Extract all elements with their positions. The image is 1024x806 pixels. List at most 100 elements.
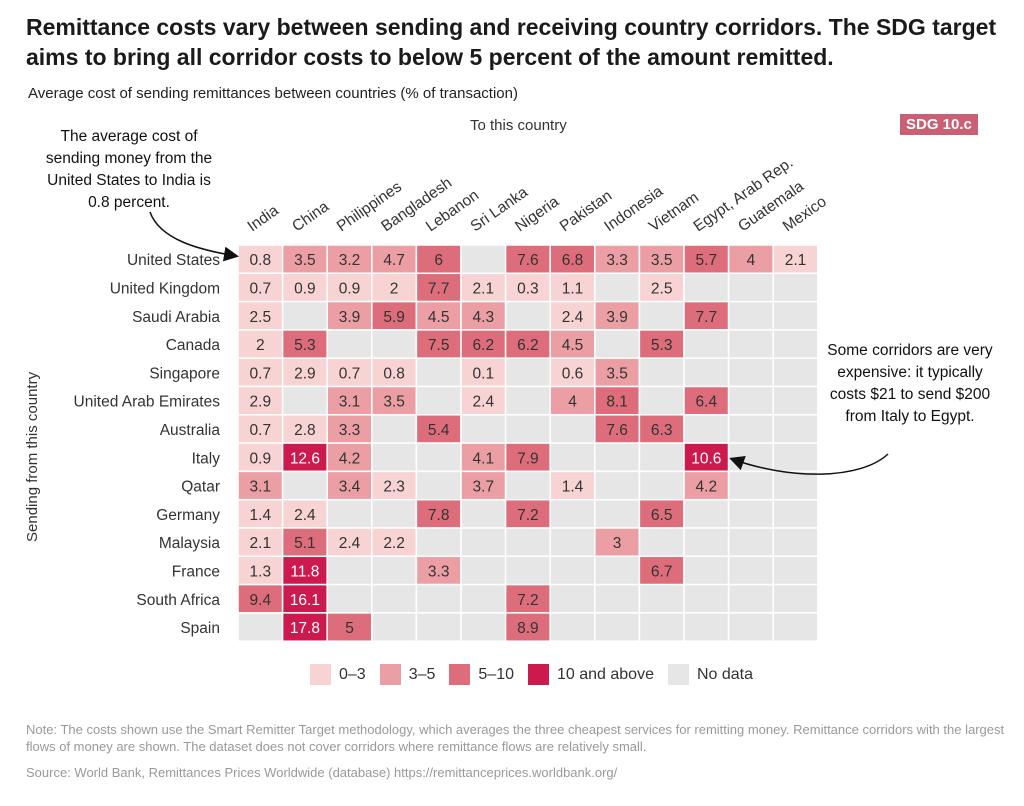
heatmap-cell-12-8 bbox=[594, 583, 641, 614]
heatmap-cell-5-9 bbox=[638, 385, 685, 416]
heatmap-cell-11-4 bbox=[415, 555, 462, 586]
cell-value-2-2: 3.9 bbox=[339, 309, 361, 326]
cell-value-3-9: 5.3 bbox=[651, 337, 673, 354]
heatmap-cell-7-3 bbox=[371, 442, 418, 473]
heatmap-cell-3-8 bbox=[594, 329, 641, 359]
cell-value-6-8: 7.6 bbox=[606, 422, 628, 439]
cell-value-0-6: 7.6 bbox=[517, 252, 539, 269]
heatmap-cell-10-12 bbox=[772, 527, 819, 558]
x-axis-label: To this country bbox=[470, 117, 567, 134]
heatmap-cell-3-0 bbox=[237, 329, 284, 359]
row-label: France bbox=[172, 563, 220, 580]
heatmap-cell-11-7 bbox=[549, 555, 596, 586]
source-line: Source: World Bank, Remittances Prices W… bbox=[26, 765, 618, 780]
legend-swatch bbox=[310, 664, 331, 685]
cell-value-1-6: 0.3 bbox=[517, 280, 539, 297]
heatmap-cell-13-0 bbox=[237, 612, 284, 642]
heatmap-cell-3-10 bbox=[683, 329, 730, 359]
cell-value-0-10: 5.7 bbox=[696, 252, 718, 269]
heatmap-cell-13-11 bbox=[727, 612, 774, 642]
legend-label: 0–3 bbox=[339, 665, 366, 683]
heatmap-cell-13-2 bbox=[326, 612, 373, 642]
heatmap-cell-9-5 bbox=[460, 498, 507, 529]
heatmap-cell-13-1 bbox=[281, 612, 328, 642]
legend-label: 10 and above bbox=[557, 665, 654, 683]
heatmap-cell-12-4 bbox=[415, 583, 462, 614]
heatmap-cell-10-1 bbox=[281, 527, 328, 558]
row-label: South Africa bbox=[136, 592, 220, 609]
legend-swatch bbox=[667, 664, 689, 685]
annotation-italy-egypt: Some corridors are very expensive: it ty… bbox=[827, 342, 993, 425]
cell-value-4-7: 0.6 bbox=[562, 365, 584, 382]
cell-value-10-1: 5.1 bbox=[294, 535, 316, 552]
cell-value-0-0: 0.8 bbox=[250, 252, 272, 269]
cell-value-7-1: 12.6 bbox=[290, 450, 320, 467]
annotation-arrow-right bbox=[729, 453, 889, 475]
cell-value-5-7: 4 bbox=[568, 394, 577, 411]
heatmap-cell-10-6 bbox=[504, 527, 551, 558]
cell-value-4-8: 3.5 bbox=[606, 365, 628, 382]
cell-value-0-7: 6.8 bbox=[562, 252, 584, 269]
heatmap-cell-1-12 bbox=[772, 272, 819, 303]
heatmap-cell-9-10 bbox=[683, 498, 730, 529]
heatmap-cell-12-3 bbox=[371, 583, 418, 614]
heatmap-cell-13-6 bbox=[504, 612, 551, 642]
legend: 0–3 3–5 5–10 10 and above No data bbox=[310, 664, 767, 685]
heatmap-cell-3-3 bbox=[371, 329, 418, 359]
cell-value-9-0: 1.4 bbox=[250, 507, 272, 524]
heatmap-cell-9-7 bbox=[549, 498, 596, 529]
cell-value-8-5: 3.7 bbox=[473, 479, 495, 496]
cell-value-1-3: 2 bbox=[390, 280, 399, 297]
legend-item-5-10: 5–10 bbox=[449, 664, 514, 685]
heatmap-cell-3-11 bbox=[727, 329, 774, 359]
cell-value-0-8: 3.3 bbox=[606, 252, 628, 269]
heatmap-cell-8-12 bbox=[772, 470, 819, 501]
heatmap-cell-6-12 bbox=[772, 414, 819, 444]
cell-value-6-2: 3.3 bbox=[339, 422, 361, 439]
sdg-badge: SDG 10.c bbox=[900, 114, 978, 135]
heatmap-cell-4-2 bbox=[326, 357, 373, 388]
heatmap-cell-2-6 bbox=[504, 300, 551, 331]
cell-value-6-9: 6.3 bbox=[651, 422, 673, 439]
cell-value-1-9: 2.5 bbox=[651, 280, 673, 297]
heatmap-cell-8-6 bbox=[504, 470, 551, 501]
row-label: United States bbox=[127, 252, 220, 269]
heatmap-cell-9-9 bbox=[638, 498, 685, 529]
heatmap-cell-9-6 bbox=[504, 498, 551, 529]
cell-value-10-2: 2.4 bbox=[339, 535, 361, 552]
cell-value-8-0: 3.1 bbox=[250, 479, 272, 496]
heatmap-cell-7-4 bbox=[415, 442, 462, 473]
heatmap-cell-2-2 bbox=[326, 300, 373, 331]
heatmap-cell-11-8 bbox=[594, 555, 641, 586]
heatmap-cell-0-8 bbox=[594, 244, 641, 275]
cell-value-9-4: 7.8 bbox=[428, 507, 450, 524]
heatmap-cell-12-7 bbox=[549, 583, 596, 614]
annotation-arrow-left bbox=[149, 211, 239, 262]
cell-value-4-3: 0.8 bbox=[383, 365, 405, 382]
cell-value-12-6: 7.2 bbox=[517, 592, 539, 609]
heatmap-cell-10-5 bbox=[460, 527, 507, 558]
cell-value-6-1: 2.8 bbox=[294, 422, 316, 439]
cell-value-8-10: 4.2 bbox=[696, 479, 718, 496]
cell-value-7-2: 4.2 bbox=[339, 450, 361, 467]
heatmap-cell-2-9 bbox=[638, 300, 685, 331]
heatmap-cell-11-3 bbox=[371, 555, 418, 586]
heatmap-cell-12-10 bbox=[683, 583, 730, 614]
heatmap-cell-6-5 bbox=[460, 414, 507, 444]
heatmap-cell-5-8 bbox=[594, 385, 641, 416]
cell-value-7-5: 4.1 bbox=[473, 450, 495, 467]
column-label: China bbox=[289, 198, 332, 235]
heatmap-cell-6-10 bbox=[683, 414, 730, 444]
heatmap-cell-10-7 bbox=[549, 527, 596, 558]
footnote: Note: The costs shown use the Smart Remi… bbox=[26, 722, 1005, 754]
heatmap-cell-6-6 bbox=[504, 414, 551, 444]
heatmap-cell-8-4 bbox=[415, 470, 462, 501]
row-label: Canada bbox=[166, 337, 221, 354]
heatmap-cell-11-12 bbox=[772, 555, 819, 586]
heatmap-cell-8-10 bbox=[683, 470, 730, 501]
cell-value-1-0: 0.7 bbox=[250, 280, 272, 297]
heatmap-cell-7-9 bbox=[638, 442, 685, 473]
heatmap-cell-5-0 bbox=[237, 385, 284, 416]
cell-value-7-6: 7.9 bbox=[517, 450, 539, 467]
heatmap-cell-7-12 bbox=[772, 442, 819, 473]
